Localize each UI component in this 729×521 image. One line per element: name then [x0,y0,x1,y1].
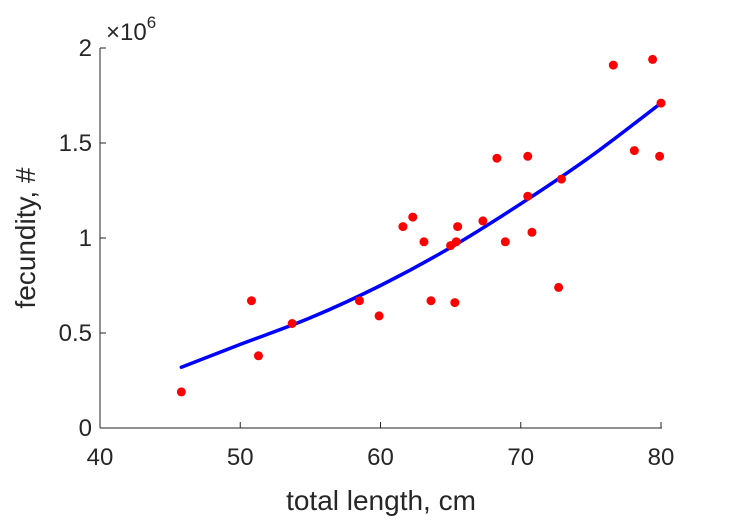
x-ticks: 40 50 60 70 80 [87,422,675,471]
y-tick-label: 0.5 [59,320,92,347]
data-point [523,191,533,201]
y-axis-label: fecundity, # [10,167,41,309]
y-tick-label: 0 [79,415,92,442]
data-point [478,216,488,226]
x-axis-label: total length, cm [286,485,476,516]
data-point [253,351,263,361]
data-point [556,174,566,184]
fit-curve [179,101,663,369]
x-tick-label: 70 [507,444,534,471]
data-point [523,151,533,161]
data-point [419,237,429,247]
x-tick-label: 50 [227,444,254,471]
data-point [246,296,256,306]
data-point [492,153,502,163]
data-point [398,222,408,232]
y-ticks: 0 0.5 1 1.5 2 [59,35,106,442]
data-point [374,311,384,321]
data-point [656,98,666,108]
data-point [500,237,510,247]
data-point [354,296,364,306]
data-point [554,282,564,292]
data-point [408,212,418,222]
x-tick-label: 80 [648,444,675,471]
data-point [648,54,658,64]
data-points-layer [176,54,666,397]
data-point [176,387,186,397]
data-point [527,227,537,237]
data-point [451,237,461,247]
x-tick-label: 40 [87,444,114,471]
data-point [608,60,618,70]
y-exponent-label: ×106 [106,13,156,46]
data-point [655,151,665,161]
data-point [629,146,639,156]
data-point [453,222,463,232]
fit-curve-layer [179,101,663,369]
y-tick-label: 1 [79,225,92,252]
y-tick-label: 1.5 [59,130,92,157]
x-tick-label: 60 [367,444,394,471]
data-point [287,319,297,328]
data-point [426,296,436,306]
y-tick-label: 2 [79,35,92,62]
data-point [450,298,460,308]
